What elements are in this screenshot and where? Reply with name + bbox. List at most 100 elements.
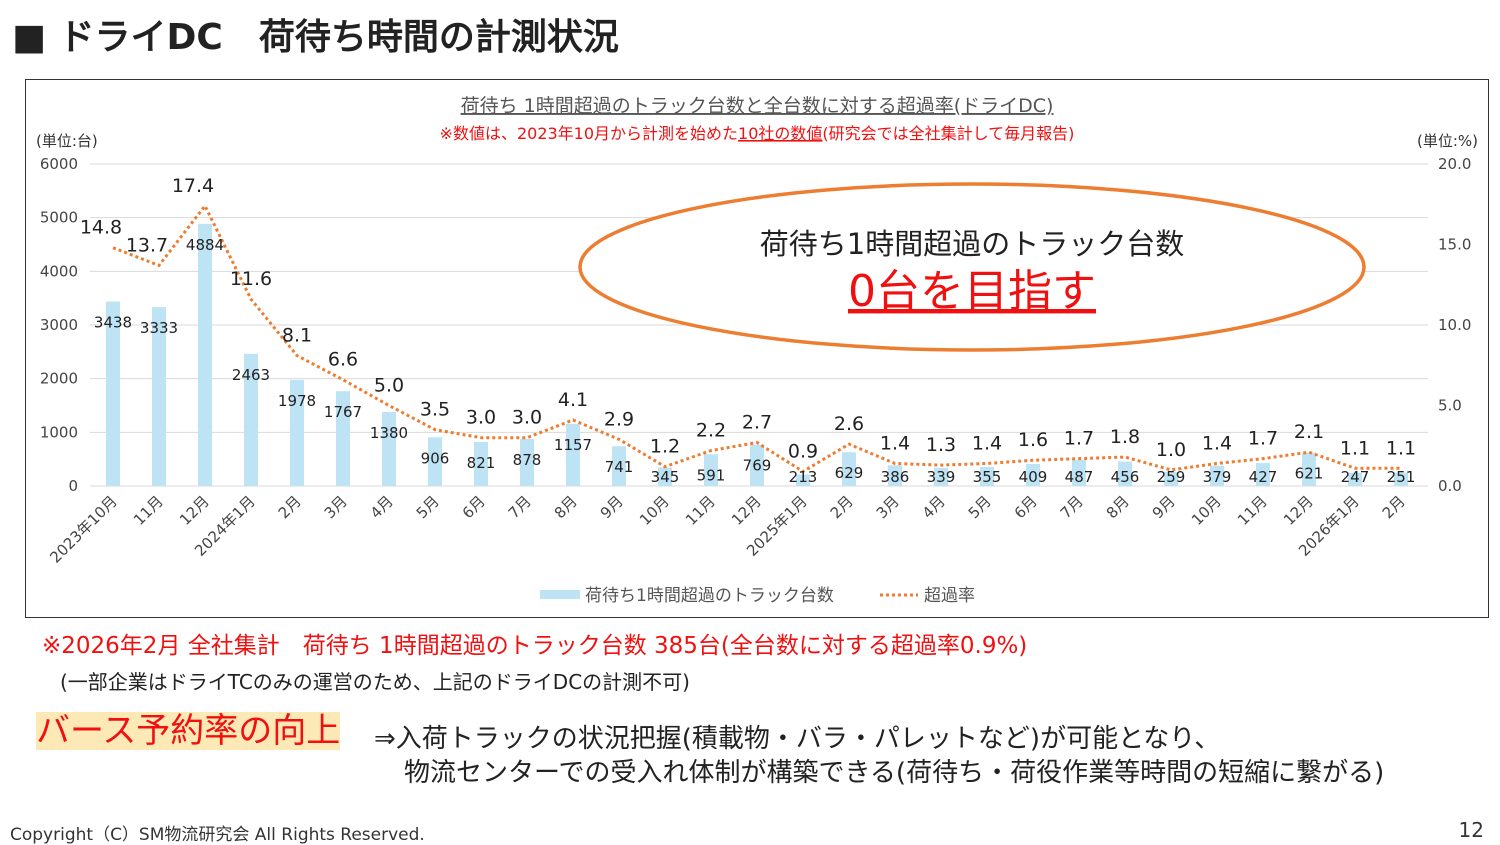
caveat-note: (一部企業はドライTCのみの運営のため、上記のドライDCの計測不可) (60, 666, 690, 695)
x-tick-label: 3月 (321, 492, 351, 522)
annotation-line2: 0台を目指す (848, 266, 1096, 317)
bar-value-label: 1978 (278, 392, 316, 410)
legend-bar-swatch (540, 590, 580, 599)
rate-value-label: 2.1 (1294, 421, 1324, 443)
subtitle-suffix: (研究会では全社集計して毎月報告) (822, 124, 1074, 143)
rate-value-label: 4.1 (558, 389, 588, 411)
bar-value-label: 247 (1341, 468, 1370, 486)
result-text: 物流センターでの受入れ体制が構築できる(荷待ち・荷役作業等時間の短縮に繋がる) (404, 752, 1384, 789)
bar-value-label: 3438 (94, 313, 132, 331)
bar-value-label: 906 (421, 449, 450, 467)
x-tick-label: 11月 (130, 492, 167, 529)
x-tick-label: 8月 (551, 492, 581, 522)
bar-value-label: 629 (835, 464, 864, 482)
x-tick-label: 8月 (1103, 492, 1133, 522)
x-tick-label: 2月 (1379, 492, 1409, 522)
x-tick-label: 2023年10月 (46, 492, 120, 566)
x-tick-label: 2月 (275, 492, 305, 522)
x-tick-label: 7月 (1057, 492, 1087, 522)
x-tick-label: 9月 (1149, 492, 1179, 522)
rate-value-label: 2.6 (834, 413, 864, 435)
x-tick-label: 12月 (1280, 492, 1317, 529)
rate-value-label: 2.2 (696, 420, 726, 442)
bar-value-label: 213 (789, 468, 818, 486)
x-tick-label: 11月 (682, 492, 719, 529)
x-tick-label: 7月 (505, 492, 535, 522)
bar-value-label: 427 (1249, 468, 1278, 486)
right-tick-label: 10.0 (1438, 316, 1471, 334)
rate-value-label: 14.8 (80, 217, 122, 239)
legend-bar-label: 荷待ち1時間超過のトラック台数 (585, 586, 834, 606)
left-tick-label: 0 (68, 477, 78, 495)
rate-value-label: 5.0 (374, 375, 404, 397)
rate-value-label: 1.1 (1386, 437, 1416, 459)
bar (566, 424, 580, 486)
x-tick-label: 12月 (176, 492, 213, 529)
bar-value-label: 878 (513, 451, 542, 469)
left-axis-unit: (単位:台) (36, 132, 98, 150)
bar-value-label: 1380 (370, 424, 408, 442)
rate-value-label: 1.6 (1018, 429, 1048, 451)
subtitle-prefix: ※数値は、2023年10月から計測を始めた (440, 124, 739, 143)
x-tick-label: 10月 (636, 492, 673, 529)
x-tick-label: 4月 (919, 492, 949, 522)
copyright: Copyright（C）SM物流研究会 All Rights Reserved. (10, 820, 425, 845)
right-tick-label: 20.0 (1438, 155, 1471, 173)
bar-value-label: 3333 (140, 319, 178, 337)
bar-value-label: 456 (1111, 468, 1140, 486)
bar-value-label: 345 (651, 468, 680, 486)
left-tick-label: 3000 (40, 316, 78, 334)
rate-value-label: 13.7 (126, 234, 168, 256)
left-tick-label: 1000 (40, 423, 78, 441)
left-tick-label: 5000 (40, 209, 78, 227)
legend-line-label: 超過率 (924, 586, 975, 606)
bar-value-label: 339 (927, 468, 956, 486)
rate-value-label: 3.5 (420, 399, 450, 421)
bar-value-label: 259 (1157, 468, 1186, 486)
rate-value-label: 11.6 (230, 268, 272, 290)
right-tick-label: 5.0 (1438, 397, 1462, 415)
summary-note: ※2026年2月 全社集計 荷待ち 1時間超過のトラック台数 385台(全台数に… (42, 626, 1027, 660)
rate-value-label: 1.4 (1202, 432, 1232, 454)
page-number: 12 (1459, 818, 1484, 842)
right-tick-label: 0.0 (1438, 477, 1462, 495)
rate-value-label: 8.1 (282, 325, 312, 347)
bar-value-label: 769 (743, 457, 772, 475)
highlight-text: バース予約率の向上 (36, 712, 340, 750)
x-tick-label: 4月 (367, 492, 397, 522)
left-tick-label: 4000 (40, 262, 78, 280)
rate-value-label: 1.4 (880, 432, 910, 454)
x-tick-label: 6月 (1011, 492, 1041, 522)
rate-value-label: 1.7 (1248, 428, 1278, 450)
bar-value-label: 2463 (232, 366, 270, 384)
annotation-line1: 荷待ち1時間超過のトラック台数 (760, 227, 1184, 261)
chart-title: 荷待ち 1時間超過のトラック台数と全台数に対する超過率(ドライDC) (461, 95, 1054, 117)
rate-value-label: 2.7 (742, 412, 772, 434)
rate-value-label: 1.7 (1064, 428, 1094, 450)
rate-value-label: 2.9 (604, 408, 634, 430)
bar-value-label: 621 (1295, 465, 1324, 483)
combo-chart: 荷待ち 1時間超過のトラック台数と全台数に対する超過率(ドライDC) ※数値は、… (0, 0, 1500, 620)
x-tick-label: 2月 (827, 492, 857, 522)
bar-value-label: 1157 (554, 436, 592, 454)
x-tick-label: 9月 (597, 492, 627, 522)
right-axis-unit: (単位:%) (1417, 132, 1478, 150)
bar-value-label: 487 (1065, 468, 1094, 486)
bar-value-label: 251 (1387, 468, 1416, 486)
rate-value-label: 1.1 (1340, 437, 1370, 459)
x-tick-label: 5月 (965, 492, 995, 522)
bar-value-label: 355 (973, 468, 1002, 486)
rate-value-label: 1.4 (972, 432, 1002, 454)
x-tick-label: 12月 (728, 492, 765, 529)
rate-value-label: 6.6 (328, 349, 358, 371)
x-tick-label: 5月 (413, 492, 443, 522)
rate-value-label: 1.2 (650, 436, 680, 458)
bar-value-label: 741 (605, 458, 634, 476)
bar-value-label: 379 (1203, 468, 1232, 486)
x-tick-label: 3月 (873, 492, 903, 522)
rate-value-label: 1.3 (926, 434, 956, 456)
bar-value-label: 386 (881, 468, 910, 486)
bar-value-label: 409 (1019, 468, 1048, 486)
bar (198, 224, 212, 486)
subtitle-underlined: 10社の数値 (738, 124, 822, 143)
